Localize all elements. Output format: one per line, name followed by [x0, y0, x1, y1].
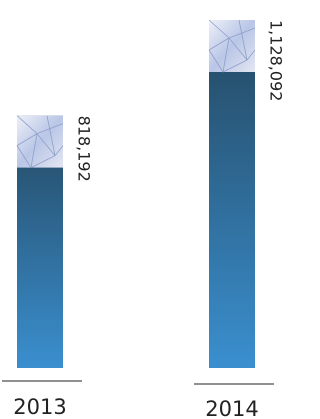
value-label: 818,192	[75, 116, 94, 182]
bar-cap	[17, 116, 63, 168]
value-label: 1,128,092	[267, 20, 286, 101]
chart: 818,192 2013 1,128,092 2014	[0, 0, 296, 419]
x-tick-label: 2013	[13, 395, 66, 419]
page: {"chart_data": {"type": "bar", "categori…	[0, 0, 296, 419]
x-tick-label: 2014	[205, 397, 258, 419]
bar-cap	[209, 20, 255, 72]
bar	[209, 20, 255, 368]
